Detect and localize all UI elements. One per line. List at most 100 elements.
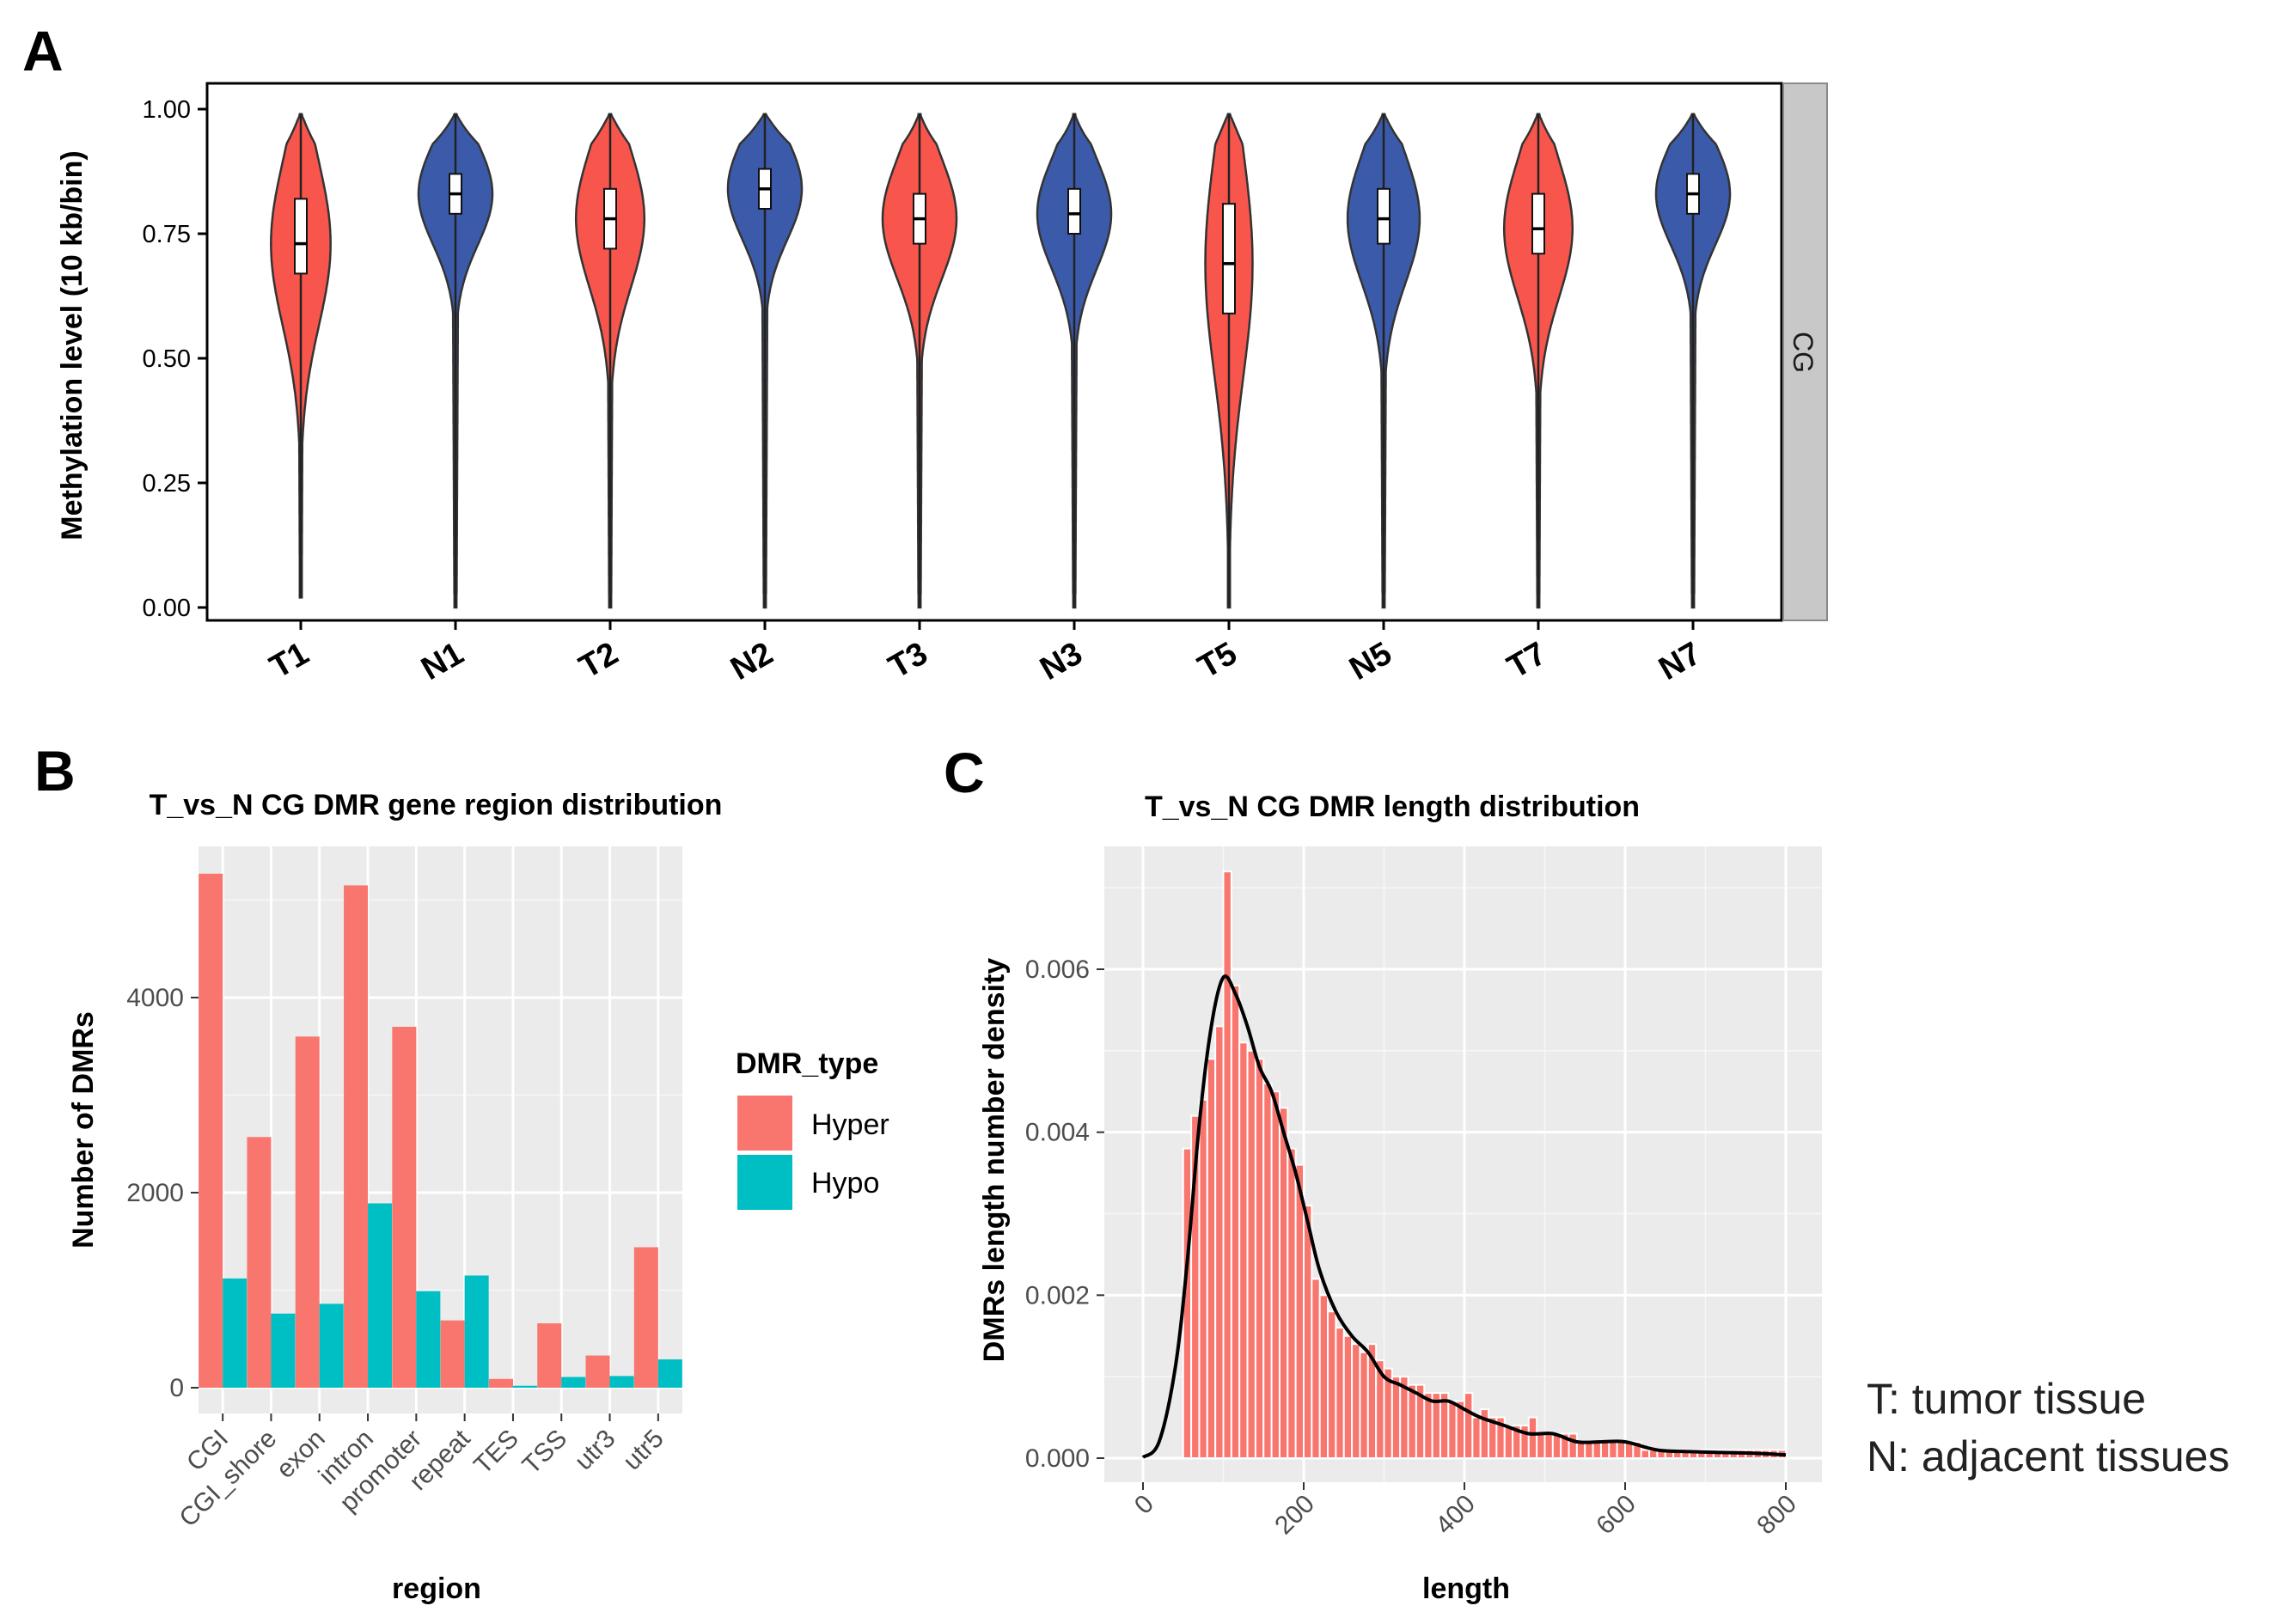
- legend-label-hyper: Hyper: [811, 1108, 889, 1141]
- panel-c-y-tick-label: 0.006: [1025, 955, 1090, 984]
- panel-a-y-tick-label: 1.00: [143, 96, 191, 124]
- panel-a-x-tick-n5: N5: [1343, 635, 1397, 687]
- histogram-bar: [1464, 1392, 1474, 1459]
- panel-c-title: T_vs_N CG DMR length distribution: [1145, 791, 1640, 823]
- boxplot-t5: [1222, 203, 1236, 314]
- panel-a-x-tick-t5: T5: [1192, 635, 1243, 686]
- histogram-bar: [1575, 1441, 1586, 1459]
- histogram-bar: [1471, 1416, 1482, 1460]
- boxplot-n5: [1377, 187, 1391, 245]
- histogram-bar: [1270, 1090, 1281, 1459]
- panel-b-y-axis-title: Number of DMRs: [67, 1011, 100, 1249]
- histogram-bar: [1262, 1082, 1273, 1460]
- panel-a-x-tick-t3: T3: [883, 635, 933, 686]
- bar-hypo-cgi-shore: [271, 1313, 296, 1388]
- histogram-bar: [1608, 1441, 1618, 1459]
- bar-hypo-promoter: [416, 1291, 441, 1388]
- bar-hyper-promoter: [392, 1027, 417, 1388]
- histogram-bar: [1543, 1432, 1554, 1460]
- panel-a-y-tick-label: 0.75: [143, 221, 191, 248]
- bar-hyper-cgi: [199, 873, 223, 1388]
- histogram-bar: [1318, 1294, 1329, 1460]
- histogram-bar: [1439, 1392, 1450, 1459]
- bar-hypo-tss: [561, 1377, 586, 1388]
- panel-a-x-tick-n2: N2: [724, 635, 779, 687]
- histogram-bar: [1254, 1058, 1265, 1459]
- histogram-bar: [1303, 1205, 1313, 1460]
- panel-a-y-tick-label: 0.25: [143, 470, 191, 498]
- histogram-bar: [1294, 1163, 1305, 1459]
- panel-b-y-tick-label: 2000: [126, 1179, 184, 1207]
- panel-b-y-tick-label: 4000: [126, 984, 184, 1012]
- panel-label-c: C: [944, 741, 985, 804]
- histogram-bar: [1568, 1432, 1578, 1460]
- histogram-bar: [1447, 1400, 1458, 1460]
- panel-c-x-tick-label: 800: [1751, 1490, 1802, 1541]
- histogram-bar: [1592, 1441, 1602, 1459]
- panel-b-x-tick-utr5: utr5: [618, 1425, 669, 1476]
- bar-hyper-exon: [295, 1036, 320, 1388]
- bar-hypo-utr3: [609, 1376, 634, 1388]
- legend-label-hypo: Hypo: [811, 1167, 879, 1200]
- panel-a-x-tick-t1: T1: [264, 635, 315, 686]
- panel-b-x-axis-title: region: [392, 1572, 481, 1605]
- histogram-bar: [1222, 870, 1232, 1459]
- histogram-bar: [1238, 1041, 1249, 1459]
- bar-hypo-repeat: [464, 1275, 489, 1388]
- bar-hypo-tes: [512, 1385, 537, 1388]
- panel-a-violin-chart: CG Methylation level (10 kb/bin) 0.00 0.2…: [56, 82, 1828, 687]
- panel-a-y-axis-title: Methylation level (10 kb/bin): [56, 150, 89, 540]
- boxplot-n3: [1067, 187, 1081, 235]
- panel-a-x-tick-n1: N1: [415, 635, 469, 687]
- histogram-bar: [1230, 984, 1241, 1459]
- histogram-bar: [1536, 1432, 1546, 1460]
- histogram-bar: [1351, 1343, 1361, 1459]
- bar-hyper-intron: [344, 885, 369, 1388]
- panel-c-x-tick-label: 200: [1269, 1490, 1320, 1541]
- legend-key-hypo: [737, 1155, 792, 1210]
- histogram-bar: [1599, 1441, 1611, 1459]
- panel-a-y-tick-label: 0.50: [143, 345, 191, 373]
- histogram-bar: [1527, 1416, 1538, 1460]
- bar-hyper-tss: [537, 1323, 562, 1388]
- panel-c-x-axis-title: length: [1422, 1572, 1510, 1605]
- panel-c-x-tick-label: 600: [1591, 1490, 1641, 1541]
- panel-a-y-tick-label: 0.00: [143, 595, 191, 622]
- panel-c-x-tick-label: 400: [1430, 1490, 1481, 1541]
- histogram-bar: [1278, 1107, 1289, 1459]
- bar-hyper-tes: [488, 1378, 513, 1388]
- panel-a-x-tick-n7: N7: [1653, 635, 1707, 687]
- histogram-bar: [1246, 1049, 1256, 1460]
- boxplot-t7: [1531, 192, 1545, 255]
- histogram-bar: [1503, 1425, 1514, 1459]
- note-adjacent-tissues: N: adjacent tissues: [1867, 1432, 2229, 1481]
- histogram-bar: [1584, 1441, 1594, 1459]
- panel-a-x-tick-t7: T7: [1501, 635, 1552, 686]
- bar-hyper-utr5: [633, 1247, 658, 1388]
- histogram-bar: [1342, 1334, 1354, 1459]
- note-tumor-tissue: T: tumor tissue: [1867, 1375, 2146, 1423]
- panel-label-a: A: [22, 19, 64, 82]
- panel-b-y-tick-label: 0: [169, 1374, 184, 1402]
- facet-strip: [1782, 82, 1828, 621]
- panel-label-b: B: [34, 739, 76, 803]
- panel-c-x-tick-label: 0: [1129, 1490, 1159, 1520]
- histogram-bar: [1214, 1025, 1225, 1459]
- histogram-bar: [1359, 1351, 1369, 1460]
- bar-hypo-exon: [319, 1303, 344, 1388]
- histogram-bar: [1327, 1310, 1337, 1460]
- histogram-bar: [1407, 1383, 1417, 1460]
- boxplot-t1: [294, 198, 308, 275]
- histogram-bar: [1311, 1278, 1321, 1460]
- panel-b-title: T_vs_N CG DMR gene region distribution: [150, 789, 723, 821]
- histogram-bar: [1206, 1058, 1217, 1459]
- panel-c-y-tick-label: 0.002: [1025, 1281, 1090, 1310]
- histogram-bar: [1335, 1327, 1345, 1460]
- bar-hypo-cgi: [223, 1278, 248, 1388]
- panel-c-histogram: T_vs_N CG DMR length distribution 0.000 0…: [978, 791, 1822, 1605]
- panel-b-x-tick-tes: TES: [468, 1425, 524, 1481]
- histogram-bar: [1640, 1449, 1651, 1460]
- bar-hyper-cgi-shore: [247, 1137, 272, 1388]
- histogram-bar: [1391, 1376, 1402, 1459]
